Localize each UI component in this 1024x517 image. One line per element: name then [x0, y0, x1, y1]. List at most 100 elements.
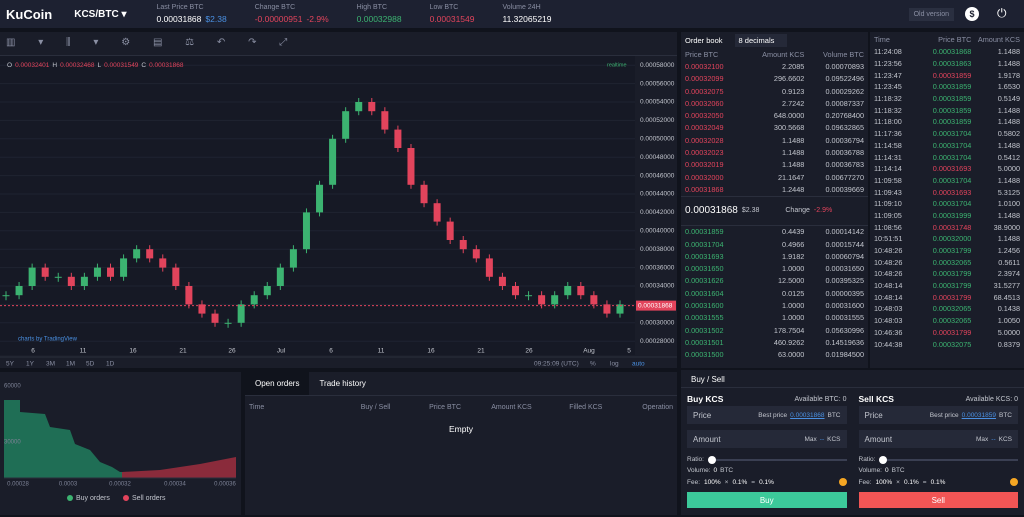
stat-values: 0.00031868$2.38	[156, 14, 226, 24]
x-tick-label: 6	[31, 348, 35, 355]
form-tab[interactable]: Buy / Sell	[681, 370, 1024, 388]
candle	[212, 314, 219, 323]
candle	[368, 102, 375, 111]
currency-icon[interactable]: $	[965, 7, 979, 21]
max-value: --	[991, 436, 995, 443]
th-amount: 68.4513	[971, 293, 1020, 302]
available: Available KCS: 0	[966, 396, 1018, 403]
y-tick-label: 0.00028000	[640, 338, 675, 345]
sell-button[interactable]: Sell	[859, 492, 1019, 508]
ohlc-part: C	[141, 62, 146, 69]
legend-label: Buy orders	[76, 495, 110, 502]
fee-part: 100%	[876, 479, 893, 486]
ob-cell: 0.00032050	[685, 111, 745, 120]
stat-value: 0.00031549	[430, 14, 475, 24]
ob-column: Price BTC	[685, 50, 745, 59]
th-time: 10:44:38	[874, 340, 923, 349]
range-button[interactable]: 1M	[66, 361, 75, 368]
th-price: 0.00032000	[923, 234, 972, 243]
orders-tab[interactable]: Trade history	[309, 372, 375, 395]
th-time: 11:14:14	[874, 164, 923, 173]
candle	[225, 323, 232, 324]
ob-cell: 0.00029262	[804, 87, 864, 96]
ob-cell: 0.05630996	[804, 326, 864, 335]
percent-toggle[interactable]: %	[590, 361, 596, 368]
th-time: 11:18:32	[874, 94, 923, 103]
decimals[interactable]: 8 decimals	[735, 34, 787, 47]
ratio-slider[interactable]	[879, 459, 1018, 461]
th-price: 0.00031859	[923, 94, 972, 103]
ob-cell: 12.5000	[745, 276, 805, 285]
power-icon[interactable]: ⏻	[997, 6, 1007, 21]
sell-depth	[122, 457, 236, 478]
range-button[interactable]: 5D	[86, 361, 95, 368]
pair[interactable]: KCS/BTC	[74, 9, 118, 20]
range-button[interactable]: 1D	[106, 361, 115, 368]
th-amount: 1.1488	[971, 211, 1020, 220]
th-price: 0.00032075	[923, 340, 972, 349]
range-button[interactable]: 3M	[46, 361, 55, 368]
orders-column: Price BTC	[390, 404, 461, 411]
stat-value: 0.00031868	[156, 14, 201, 24]
orders-tab[interactable]: Open orders	[245, 372, 309, 395]
th-amount: 0.5149	[971, 94, 1020, 103]
auto-toggle[interactable]: auto	[632, 361, 645, 368]
depth-y-label: 30000	[4, 440, 21, 446]
candle	[251, 295, 258, 304]
th-price: 0.00031859	[923, 117, 972, 126]
x-tick-label: 16	[129, 348, 137, 355]
ob-cell: 0.00031650	[685, 264, 745, 273]
stat-values: -0.00000951-2.9%	[255, 14, 329, 24]
ob-cell: 0.00031600	[804, 301, 864, 310]
th-price: 0.00031868	[923, 47, 972, 56]
logo[interactable]: KuCoin	[6, 7, 52, 22]
old-version[interactable]: Old version	[909, 8, 954, 21]
orders-column: Buy / Sell	[320, 404, 391, 411]
candle	[3, 295, 10, 296]
price-chart: 0.000280000.000300000.000320000.00034000…	[0, 56, 677, 368]
log-toggle[interactable]: log	[610, 361, 619, 368]
ob-cell: 21.1647	[745, 173, 805, 182]
ob-cell: 0.14519636	[804, 338, 864, 347]
th-time: 11:23:47	[874, 71, 923, 80]
th-price: 0.00032065	[923, 304, 972, 313]
best-price: 0.00031868	[790, 412, 824, 419]
buy-button[interactable]: Buy	[687, 492, 847, 508]
max-label: Max	[976, 436, 988, 443]
stat-value: 0.00032988	[357, 14, 402, 24]
range-button[interactable]: 5Y	[6, 361, 15, 368]
depth-x-label: 0.00034	[164, 482, 186, 488]
candle	[42, 268, 49, 277]
range-button[interactable]: 1Y	[26, 361, 35, 368]
current-price-label: 0.00031868	[638, 302, 673, 309]
pair-selector[interactable]: KCS/BTC ▾	[74, 9, 126, 20]
th-amount: 2.3974	[971, 269, 1020, 278]
clock: 09:25:09 (UTC)	[534, 361, 579, 368]
x-tick-label: 16	[427, 348, 435, 355]
ohlc-part: 0.00031549	[104, 62, 139, 69]
ob-cell: 0.00036794	[804, 136, 864, 145]
ratio-slider[interactable]	[708, 459, 847, 461]
